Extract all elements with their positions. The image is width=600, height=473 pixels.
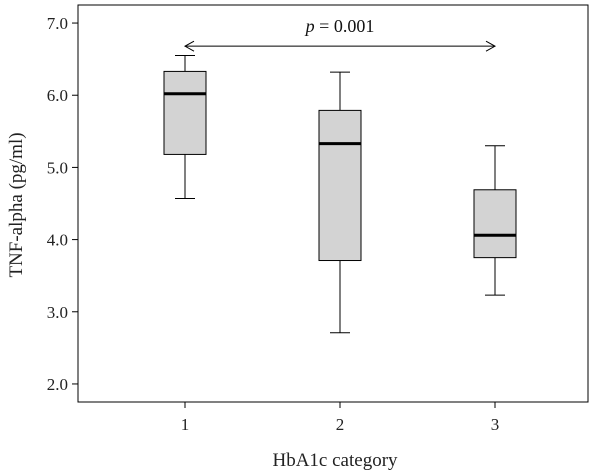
iqr-box — [163, 70, 207, 155]
p-value: = 0.001 — [315, 16, 375, 36]
x-tick-label: 2 — [336, 415, 345, 434]
y-tick-label: 6.0 — [47, 86, 68, 105]
iqr-box — [473, 189, 517, 259]
p-value-label: p = 0.001 — [304, 16, 375, 36]
x-axis-title: HbA1c category — [272, 450, 398, 471]
x-axis: 1 2 3 — [181, 402, 500, 434]
iqr-box — [318, 109, 362, 262]
arrowhead-right-icon — [485, 40, 497, 52]
box-category-1 — [163, 55, 207, 199]
y-axis-title: TNF-alpha (pg/ml) — [6, 132, 27, 277]
arrowhead-left-icon — [183, 40, 195, 52]
y-axis: 2.0 3.0 4.0 5.0 6.0 7.0 — [47, 14, 78, 394]
y-tick-label: 4.0 — [47, 231, 68, 250]
p-symbol: p — [304, 16, 315, 36]
y-tick-label: 5.0 — [47, 158, 68, 177]
significance-annotation: p = 0.001 — [183, 16, 497, 52]
y-tick-label: 3.0 — [47, 303, 68, 322]
y-tick-label: 2.0 — [47, 375, 68, 394]
x-tick-label: 3 — [491, 415, 500, 434]
plot-frame — [77, 4, 589, 403]
box-category-2 — [318, 71, 362, 334]
boxes-layer — [163, 55, 517, 334]
y-tick-label: 7.0 — [47, 14, 68, 33]
box-category-3 — [473, 145, 517, 296]
x-tick-label: 1 — [181, 415, 190, 434]
